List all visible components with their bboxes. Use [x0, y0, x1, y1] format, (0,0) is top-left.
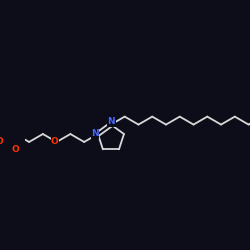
Text: O: O [0, 136, 4, 145]
Text: N: N [91, 129, 99, 138]
Text: N: N [108, 117, 115, 126]
Text: O: O [12, 144, 19, 154]
Text: O: O [51, 137, 59, 146]
